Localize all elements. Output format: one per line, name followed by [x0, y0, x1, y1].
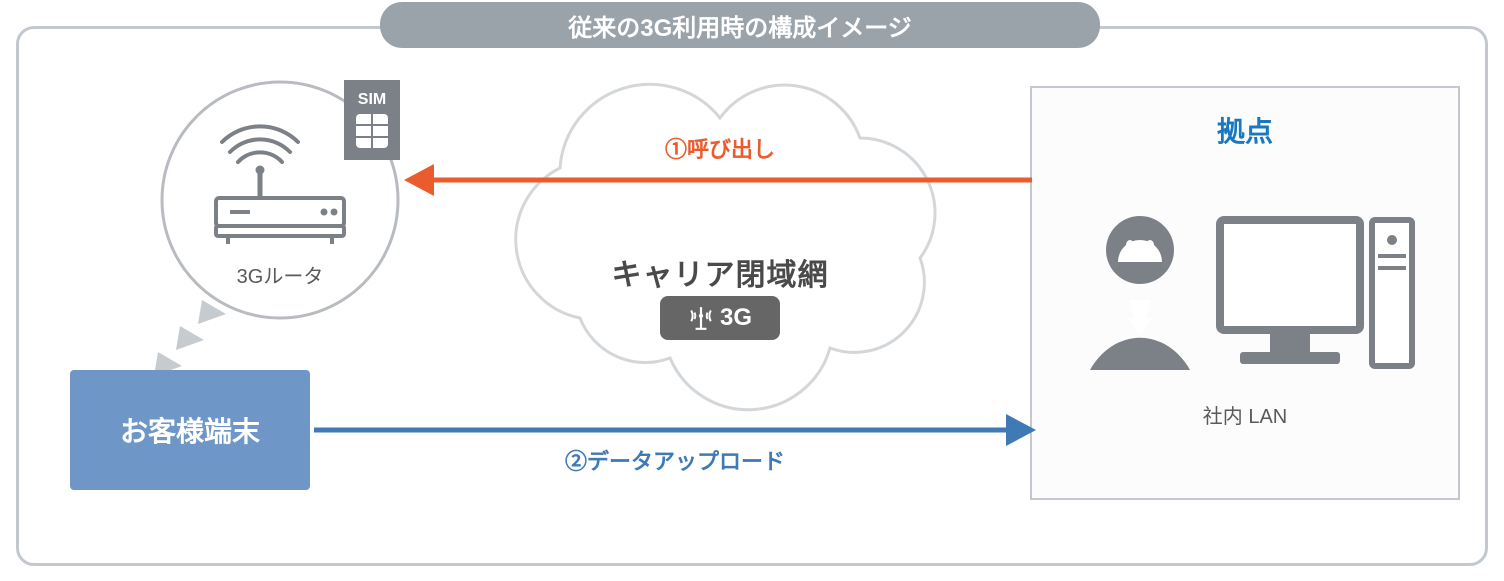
- lan-label-text: 社内 LAN: [1203, 406, 1287, 428]
- flow-call-arrow: [400, 158, 1040, 202]
- diagram-title-text: 従来の3G利用時の構成イメージ: [568, 8, 912, 43]
- lan-label: 社内 LAN: [1030, 400, 1460, 429]
- router-label-text: 3Gルータ: [237, 266, 324, 288]
- cloud-3g-badge: 3G: [660, 296, 780, 340]
- site-title: 拠点: [1030, 110, 1460, 150]
- flow-call-label: ①呼び出し: [400, 132, 1040, 164]
- flow-call-label-text: ①呼び出し: [665, 137, 775, 162]
- svg-text:SIM: SIM: [358, 91, 386, 108]
- flow-upload-label: ②データアップロード: [310, 444, 1040, 476]
- router-label: 3Gルータ: [200, 260, 360, 289]
- cloud-title: キャリア閉域網: [550, 250, 890, 294]
- cloud-3g-badge-text: 3G: [720, 304, 752, 332]
- diagram-title: 従来の3G利用時の構成イメージ: [380, 2, 1100, 48]
- cloud-shape: [470, 78, 970, 418]
- flow-upload-label-text: ②データアップロード: [565, 449, 785, 474]
- site-title-text: 拠点: [1217, 116, 1273, 147]
- customer-terminal-label: お客様端末: [120, 410, 260, 450]
- user-pc-icon: [1070, 190, 1420, 390]
- antenna-icon: [688, 305, 714, 331]
- sim-icon: SIM: [336, 78, 408, 168]
- customer-terminal-box: お客様端末: [70, 370, 310, 490]
- cloud-title-text: キャリア閉域網: [612, 259, 829, 292]
